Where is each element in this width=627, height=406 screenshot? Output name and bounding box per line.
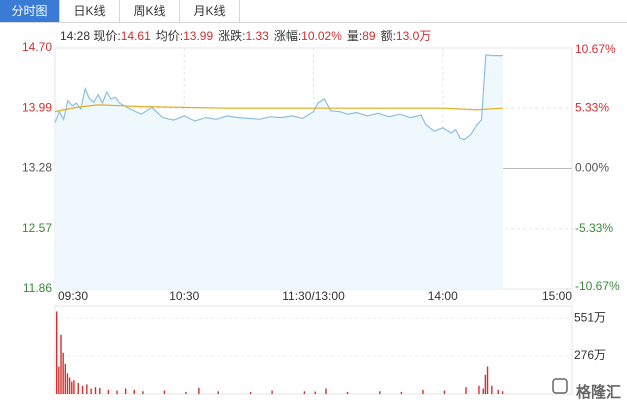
volume-bar: [124, 388, 127, 394]
y-tick-label: 14.70: [22, 40, 52, 54]
info-label: 涨跌:: [218, 29, 246, 43]
volume-frame: [54, 305, 573, 395]
volume-bar: [497, 389, 500, 394]
watermark-icon: [552, 378, 568, 394]
volume-bar: [443, 390, 446, 394]
price-line: [54, 104, 504, 113]
volume-bar: [478, 385, 480, 394]
volume-bar: [107, 389, 110, 394]
volume-bar: [501, 391, 504, 394]
x-tick-label: 11:30/13:00: [282, 289, 345, 303]
y2-tick-label: 10.67%: [575, 42, 616, 56]
info-line: 14:28 现价:14.61 均价:13.99 涨跌:1.33 涨幅:10.02% 量:…: [60, 27, 436, 44]
volume-bar: [422, 389, 424, 394]
tab-bar: 分时图 日K线 周K线 月K线: [0, 0, 627, 23]
info-label: 涨幅:: [273, 29, 302, 43]
volume-bar: [94, 387, 97, 394]
volume-bar: [465, 387, 467, 394]
volume-bar: [198, 387, 200, 394]
volume-bar: [116, 390, 118, 394]
price-line: [54, 54, 504, 141]
tab[interactable]: 分时图: [0, 0, 60, 22]
info-label: 均价:: [155, 29, 184, 43]
info-value: 10.02%: [301, 29, 342, 43]
volume-bar: [133, 389, 135, 394]
volume-bar: [484, 374, 487, 394]
x-tick-label: 09:30: [58, 289, 88, 303]
volume-bar: [486, 366, 489, 394]
volume-bar: [314, 391, 316, 394]
volume-bar: [73, 380, 75, 394]
watermark: 格隆汇: [575, 384, 621, 401]
volume-bar: [217, 391, 219, 394]
info-value: 14.61: [120, 29, 151, 43]
info-value: 89: [362, 29, 376, 43]
tab[interactable]: 周K线: [120, 0, 180, 22]
volume-bar: [71, 381, 73, 394]
volume-bar: [491, 385, 493, 394]
volume-bar: [81, 385, 84, 394]
x-tick-label: 14:00: [428, 289, 458, 303]
volume-bar: [249, 391, 252, 394]
volume-bar: [58, 366, 60, 394]
volume-bar: [60, 334, 62, 394]
volume-bar: [346, 391, 349, 394]
volume-bar: [90, 388, 92, 394]
y2-tick-label: -10.67%: [575, 279, 620, 293]
y2-tick-label: -5.33%: [575, 221, 613, 235]
info-time: 14:28: [60, 29, 91, 43]
info-value: 13.0万: [395, 29, 432, 43]
volume-bar: [66, 373, 69, 394]
volume-bar: [271, 390, 273, 394]
tab[interactable]: 月K线: [180, 0, 240, 22]
volume-bar: [86, 384, 88, 394]
y-tick-label: 12.57: [22, 221, 52, 235]
y-tick-label: 11.86: [23, 281, 52, 295]
volume-bar: [99, 387, 101, 394]
volume-bar: [303, 391, 306, 394]
volume-bar: [64, 363, 67, 394]
info-value: 1.33: [245, 29, 269, 43]
info-label: 量:: [346, 29, 363, 43]
y-tick-label: 13.99: [22, 100, 52, 114]
volume-bar: [400, 391, 403, 394]
volume-bar: [68, 377, 71, 394]
price-area: [55, 54, 504, 289]
volume-bar: [185, 391, 187, 394]
volume-bar: [482, 388, 484, 394]
volume-bar: [379, 391, 381, 394]
volume-bar: [56, 311, 58, 394]
y2-tick-label: 0.00%: [575, 161, 609, 175]
info-label: 额:: [380, 29, 396, 43]
volume-tick-label: 551万: [574, 310, 606, 324]
y-tick-label: 13.28: [22, 161, 52, 175]
volume-bar: [77, 383, 79, 394]
volume-bar: [163, 390, 166, 394]
volume-bar: [325, 388, 327, 394]
tab[interactable]: 日K线: [60, 0, 120, 22]
x-tick-label: 10:30: [169, 289, 199, 303]
x-tick-label: 15:00: [542, 289, 572, 303]
volume-bar: [142, 391, 144, 394]
y2-tick-label: 5.33%: [575, 100, 609, 114]
info-label: 现价:: [93, 29, 121, 43]
volume-tick-label: 276万: [574, 348, 606, 362]
info-value: 13.99: [183, 29, 214, 43]
volume-bar: [62, 352, 64, 394]
